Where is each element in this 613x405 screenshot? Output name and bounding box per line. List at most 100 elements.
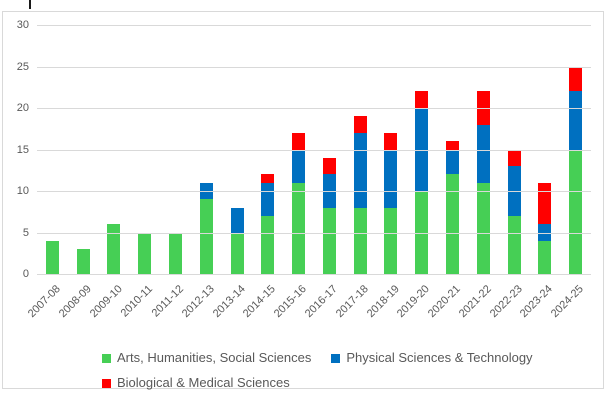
stacked-bar-2014-15[interactable] [261, 174, 275, 274]
gridline [37, 66, 591, 68]
stacked-bar-2020-21[interactable] [446, 141, 460, 274]
gridline [37, 108, 591, 109]
stacked-bar-2016-17[interactable] [322, 157, 336, 274]
stacked-bar-2010-11[interactable] [138, 232, 152, 274]
x-axis-tick-label: 2022-23 [487, 283, 525, 321]
stacked-bar-2022-23[interactable] [507, 149, 521, 274]
legend-swatch-red [102, 378, 111, 388]
legend-item-biological-medical-sciences[interactable]: Biological & Medical Sciences [102, 376, 290, 390]
cursor-artifact [29, 0, 31, 9]
bar-segment[interactable] [384, 132, 398, 150]
bar-segment[interactable] [169, 232, 183, 274]
y-axis-tick-label: 20 [16, 102, 29, 114]
bar-segment[interactable] [138, 232, 152, 274]
bar-segment[interactable] [261, 215, 275, 274]
legend-swatch-green [102, 353, 111, 363]
bar-segment[interactable] [353, 132, 367, 208]
bar-slot [530, 25, 561, 274]
bar-segment[interactable] [261, 174, 275, 183]
bar-segment[interactable] [292, 132, 306, 150]
stacked-bar-2008-09[interactable] [76, 249, 90, 274]
stacked-bar-2017-18[interactable] [353, 116, 367, 274]
bar-segment[interactable] [292, 149, 306, 183]
bar-segment[interactable] [199, 199, 213, 274]
stacked-bar-2009-10[interactable] [107, 224, 121, 274]
stacked-bar-2011-12[interactable] [169, 232, 183, 274]
bar-segment[interactable] [538, 240, 552, 274]
bar-slot [376, 25, 407, 274]
bar-segment[interactable] [76, 249, 90, 274]
bar-segment[interactable] [384, 149, 398, 208]
gridline [37, 191, 591, 192]
y-axis-tick-label: 15 [16, 143, 29, 156]
stacked-bar-2015-16[interactable] [292, 132, 306, 274]
bar-segment[interactable] [322, 207, 336, 274]
stacked-bar-2018-19[interactable] [384, 132, 398, 274]
stacked-bar-2021-22[interactable] [476, 91, 490, 274]
bar-segment[interactable] [384, 207, 398, 274]
x-axis-tick-label: 2021-22 [456, 283, 494, 321]
x-axis-line [37, 274, 591, 275]
stacked-bar-2023-24[interactable] [538, 182, 552, 274]
legend-swatch-blue [331, 353, 341, 363]
bar-slot [160, 25, 191, 274]
legend-label: Physical Sciences & Technology [346, 350, 533, 365]
bar-segment[interactable] [569, 149, 583, 274]
x-axis-tick-label: 2008-09 [56, 283, 94, 321]
bar-segment[interactable] [507, 149, 521, 167]
bar-segment[interactable] [569, 66, 583, 92]
bar-segment[interactable] [446, 174, 460, 274]
x-axis-tick-label: 2015-16 [272, 283, 310, 321]
x-axis-tick-label: 2019-20 [395, 283, 433, 321]
bar-segment[interactable] [476, 124, 490, 183]
bar-segment[interactable] [292, 182, 306, 274]
bar-slot [468, 25, 499, 274]
bar-slot [37, 25, 68, 274]
bar-segment[interactable] [415, 91, 429, 108]
x-axis-tick-label: 2011-12 [149, 283, 186, 320]
bar-slot [99, 25, 130, 274]
bar-slot [222, 25, 253, 274]
stacked-bar-2024-25[interactable] [569, 66, 583, 274]
y-axis-labels: 0 5 10 15 20 25 30 [3, 12, 31, 388]
stacked-bar-2019-20[interactable] [415, 91, 429, 274]
x-axis-tick-label: 2010-11 [118, 283, 156, 320]
bar-segment[interactable] [230, 232, 244, 274]
bar-segment[interactable] [538, 182, 552, 225]
x-axis-tick-label: 2013-14 [210, 283, 248, 321]
bar-slot [68, 25, 99, 274]
bar-segment[interactable] [507, 215, 521, 274]
bar-slot [345, 25, 376, 274]
stacked-bar-2013-14[interactable] [230, 207, 244, 274]
x-axis-tick-label: 2024-25 [549, 283, 587, 321]
bar-segment[interactable] [261, 182, 275, 216]
bar-segment[interactable] [446, 149, 460, 175]
x-axis-tick-label: 2018-19 [364, 283, 402, 321]
stacked-bar-2012-13[interactable] [199, 182, 213, 274]
bar-segment[interactable] [476, 182, 490, 274]
x-axis-tick-label: 2017-18 [333, 283, 371, 321]
y-axis-tick-label: 5 [22, 226, 29, 239]
legend-item-physical-sciences-technology[interactable]: Physical Sciences & Technology [331, 350, 533, 365]
legend-item-arts-humanities-social-sciences[interactable]: Arts, Humanities, Social Sciences [102, 351, 311, 365]
bar-segment[interactable] [107, 224, 121, 274]
legend-label: Arts, Humanities, Social Sciences [117, 350, 312, 365]
x-axis-tick-label: 2007-08 [25, 283, 63, 321]
gridline [37, 149, 591, 151]
bar-segment[interactable] [353, 116, 367, 133]
x-axis-tick-label: 2023-24 [518, 283, 556, 321]
bar-segment[interactable] [446, 141, 460, 150]
x-axis-tick-label: 2016-17 [302, 283, 340, 321]
y-axis-tick-label: 25 [16, 60, 29, 73]
legend-label: Biological & Medical Sciences [117, 375, 290, 390]
bar-segment[interactable] [45, 240, 59, 274]
legend: Arts, Humanities, Social Sciences Physic… [102, 351, 594, 390]
gridline [37, 232, 591, 234]
bar-segment[interactable] [322, 157, 336, 175]
bar-segment[interactable] [353, 207, 367, 274]
bar-segment[interactable] [569, 91, 583, 150]
bar-segment[interactable] [230, 207, 244, 233]
x-axis-labels: 2007-08 2008-09 2009-10 2010-11 2011-12 2012-… [26, 278, 591, 348]
stacked-bar-2007-08[interactable] [45, 240, 59, 274]
